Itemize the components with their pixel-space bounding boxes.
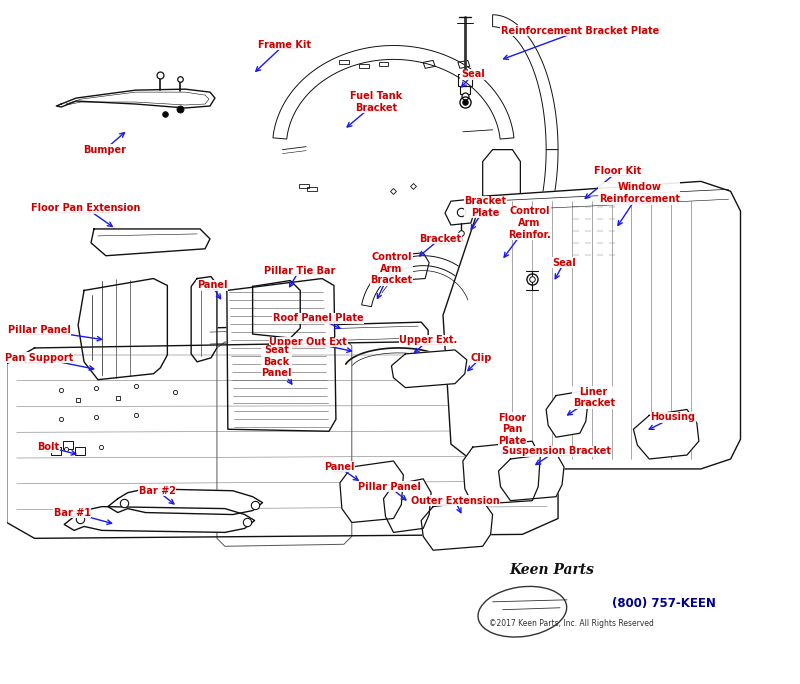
Text: (800) 757-KEEN: (800) 757-KEEN — [611, 597, 715, 610]
Text: Floor
Pan
Plate: Floor Pan Plate — [498, 412, 526, 446]
Text: Pillar Panel: Pillar Panel — [358, 482, 421, 492]
Text: Seal: Seal — [461, 69, 485, 79]
Polygon shape — [546, 391, 588, 437]
Polygon shape — [391, 350, 467, 388]
Text: Clip: Clip — [470, 353, 491, 363]
Polygon shape — [91, 229, 210, 256]
Text: Suspension Bracket: Suspension Bracket — [502, 446, 610, 456]
Polygon shape — [463, 441, 540, 505]
Text: Panel: Panel — [324, 462, 354, 472]
Text: Bar #1: Bar #1 — [54, 508, 90, 518]
Polygon shape — [64, 507, 254, 532]
Text: Roof Panel Plate: Roof Panel Plate — [273, 313, 363, 324]
Text: Control
Arm
Reinfor.: Control Arm Reinfor. — [508, 207, 550, 239]
Text: Floor Pan Extension: Floor Pan Extension — [31, 203, 141, 213]
Text: Bumper: Bumper — [83, 144, 126, 155]
Polygon shape — [227, 278, 336, 431]
Text: Pillar Tie Bar: Pillar Tie Bar — [263, 265, 335, 276]
Polygon shape — [498, 453, 564, 501]
Text: Bracket: Bracket — [419, 234, 461, 244]
Text: Keen Parts: Keen Parts — [510, 563, 594, 577]
Text: Seal: Seal — [552, 258, 576, 267]
Text: ©2017 Keen Parts, Inc. All Rights Reserved: ©2017 Keen Parts, Inc. All Rights Reserv… — [490, 619, 654, 628]
Text: Upper Ext.: Upper Ext. — [399, 335, 458, 345]
Polygon shape — [253, 280, 300, 338]
Text: Bolt: Bolt — [38, 442, 59, 452]
Polygon shape — [539, 150, 558, 217]
Polygon shape — [56, 89, 215, 108]
Polygon shape — [78, 278, 167, 380]
Polygon shape — [340, 461, 403, 523]
Text: Bar #2: Bar #2 — [139, 486, 176, 496]
Polygon shape — [191, 276, 217, 362]
Polygon shape — [383, 479, 431, 532]
Text: Floor Kit: Floor Kit — [594, 166, 641, 176]
Polygon shape — [422, 501, 493, 550]
Text: Housing: Housing — [650, 412, 695, 422]
Polygon shape — [6, 340, 558, 538]
Polygon shape — [273, 46, 514, 139]
Polygon shape — [443, 181, 741, 469]
Text: Outer Extension: Outer Extension — [410, 496, 499, 505]
Polygon shape — [108, 489, 262, 514]
Text: Fuel Tank
Bracket: Fuel Tank Bracket — [350, 91, 402, 113]
Text: Liner
Bracket: Liner Bracket — [573, 386, 615, 408]
Text: Reinforcement Bracket Plate: Reinforcement Bracket Plate — [501, 25, 659, 36]
Text: Seat
Back
Panel: Seat Back Panel — [261, 345, 292, 378]
Polygon shape — [493, 15, 558, 150]
Text: Upper Out Ext: Upper Out Ext — [270, 337, 347, 347]
Text: Panel: Panel — [197, 280, 227, 291]
Text: Pillar Panel: Pillar Panel — [8, 325, 71, 335]
Text: Window
Reinforcement: Window Reinforcement — [599, 183, 680, 204]
Text: Pan Support: Pan Support — [6, 353, 74, 363]
Text: Control
Arm
Bracket: Control Arm Bracket — [370, 252, 413, 285]
Polygon shape — [362, 256, 485, 306]
Polygon shape — [634, 410, 699, 459]
Text: Frame Kit: Frame Kit — [258, 40, 311, 49]
Text: Bracket
Plate: Bracket Plate — [465, 196, 506, 218]
